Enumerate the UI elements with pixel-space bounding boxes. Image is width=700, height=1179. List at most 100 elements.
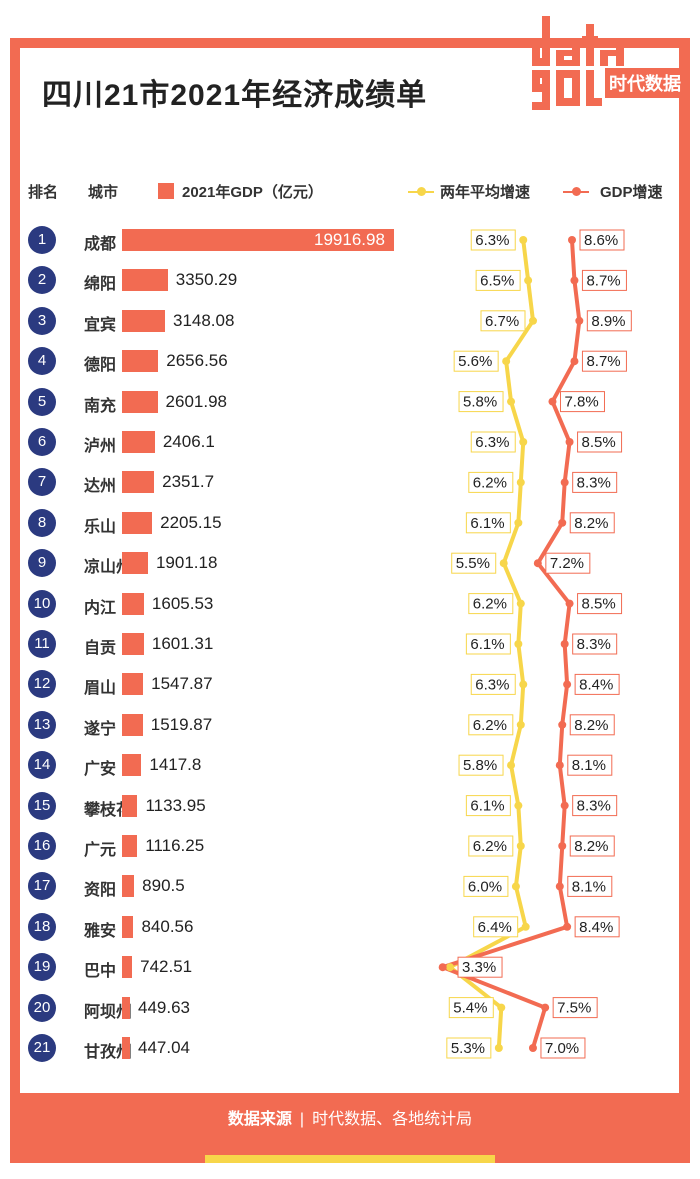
gdp-growth-label-box <box>577 593 623 615</box>
data-logo-icon <box>532 16 624 110</box>
gdp-growth-label-box <box>586 310 632 332</box>
avg-growth-label: 5.8% <box>463 394 497 411</box>
header-city: 城市 <box>88 184 119 201</box>
gdp-bar <box>122 350 159 373</box>
avg-growth-label-box <box>446 1037 492 1059</box>
avg-growth-point <box>507 397 516 406</box>
avg-growth-point <box>519 236 528 244</box>
gdp-bar <box>122 794 138 817</box>
gdp-value-label: 1133.95 <box>145 795 206 815</box>
gdp-growth-point <box>570 357 579 366</box>
avg-growth-point <box>516 720 525 729</box>
gdp-bar <box>122 511 153 534</box>
gdp-growth-label: 7.5% <box>557 1000 591 1017</box>
gdp-growth-label: 8.1% <box>572 757 606 774</box>
avg-growth-point <box>511 882 520 891</box>
avg-growth-label-box <box>475 269 521 291</box>
city-name: 达州 <box>84 478 117 496</box>
avg-growth-label: 6.2% <box>473 838 507 855</box>
rank-badge: 3 <box>28 306 56 335</box>
city-name: 宜宾 <box>84 316 117 334</box>
gdp-value-label: 890.5 <box>142 876 185 896</box>
rank-badge: 16 <box>28 832 56 860</box>
avg-growth-label-box <box>470 229 516 251</box>
city-name: 阿坝州 <box>84 1003 133 1021</box>
gdp-growth-label-box <box>569 835 615 857</box>
avg-growth-label: 6.2% <box>473 474 507 491</box>
gdp-value-label: 1601.31 <box>151 634 214 653</box>
avg-growth-point <box>516 478 525 487</box>
legend-avg-label: 两年平均增速 <box>440 184 531 201</box>
avg-growth-label-box <box>468 835 514 857</box>
gdp-growth-label: 8.6% <box>584 232 618 249</box>
gdp-value-label: 447.04 <box>138 1038 190 1057</box>
gdp-growth-label: 8.2% <box>574 515 608 532</box>
avg-growth-point <box>516 842 525 850</box>
gdp-growth-label-box <box>574 916 620 938</box>
gdp-bar <box>122 915 134 938</box>
city-name: 广元 <box>84 842 117 859</box>
header-rank: 排名 <box>28 184 59 201</box>
avg-growth-label: 6.2% <box>473 596 507 613</box>
gdp-growth-label: 8.1% <box>572 878 606 895</box>
avg-growth-label-box <box>465 512 511 534</box>
gdp-growth-label: 3.3% <box>462 959 496 976</box>
legend-growth-dot <box>572 187 581 196</box>
page-title: 四川21市2021年经济成绩单 <box>42 79 428 112</box>
gdp-growth-point <box>533 559 542 568</box>
gdp-value-label: 1547.87 <box>151 674 213 694</box>
gdp-growth-point <box>565 438 574 446</box>
footer-accent-strip <box>205 1155 495 1163</box>
gdp-growth-label-box <box>567 754 613 776</box>
gdp-bar <box>122 309 165 332</box>
gdp-growth-point <box>438 963 447 972</box>
avg-growth-point <box>514 801 523 810</box>
gdp-growth-point <box>558 518 567 527</box>
gdp-bar <box>122 552 148 575</box>
avg-growth-point <box>521 922 530 931</box>
rank-badge: 8 <box>28 508 56 537</box>
gdp-value-label: 840.56 <box>141 916 194 936</box>
avg-growth-label: 6.3% <box>475 232 509 249</box>
gdp-growth-point <box>541 1003 550 1012</box>
gdp-value-label: 1605.53 <box>151 593 214 613</box>
city-name: 凉山州 <box>84 559 133 577</box>
avg-growth-label-box <box>470 673 516 695</box>
gdp-growth-label: 8.3% <box>577 636 611 653</box>
avg-growth-point <box>446 963 455 972</box>
avg-growth-point <box>524 276 533 285</box>
avg-growth-point <box>516 599 525 608</box>
gdp-growth-point <box>568 236 576 244</box>
gdp-growth-point <box>558 720 567 729</box>
gdp-bar <box>122 673 144 696</box>
gdp-growth-point <box>570 276 579 285</box>
gdp-growth-point <box>555 882 564 891</box>
city-name: 德阳 <box>84 357 117 375</box>
rank-badge: 5 <box>28 387 56 416</box>
gdp-value-label: 742.51 <box>140 957 193 977</box>
avg-growth-point <box>519 680 528 689</box>
gdp-growth-label: 8.7% <box>586 353 620 370</box>
city-name: 遂宁 <box>84 720 117 738</box>
gdp-bar <box>122 875 135 898</box>
avg-growth-label-box <box>468 471 514 493</box>
gdp-growth-label-box <box>567 875 613 897</box>
avg-growth-label: 5.6% <box>458 353 492 370</box>
gdp-value-label: 3350.29 <box>175 270 238 290</box>
gdp-growth-label-box <box>577 431 623 453</box>
footer-separator: | <box>299 1111 305 1128</box>
gdp-growth-label: 7.0% <box>545 1040 579 1057</box>
gdp-growth-label-box <box>579 229 625 251</box>
gdp-growth-label-box <box>559 391 605 413</box>
avg-growth-label: 6.2% <box>473 717 507 734</box>
gdp-bar <box>122 1037 130 1059</box>
gdp-growth-label: 7.8% <box>564 394 598 411</box>
avg-growth-label: 6.7% <box>485 313 519 330</box>
avg-growth-label-box <box>458 391 504 413</box>
footer-source-text: 时代数据、各地统计局 <box>312 1111 473 1128</box>
city-name: 成都 <box>84 236 117 253</box>
avg-growth-label: 6.0% <box>468 878 502 895</box>
avg-growth-point <box>507 761 516 770</box>
avg-growth-point <box>519 438 528 446</box>
avg-growth-label-box <box>470 431 516 453</box>
